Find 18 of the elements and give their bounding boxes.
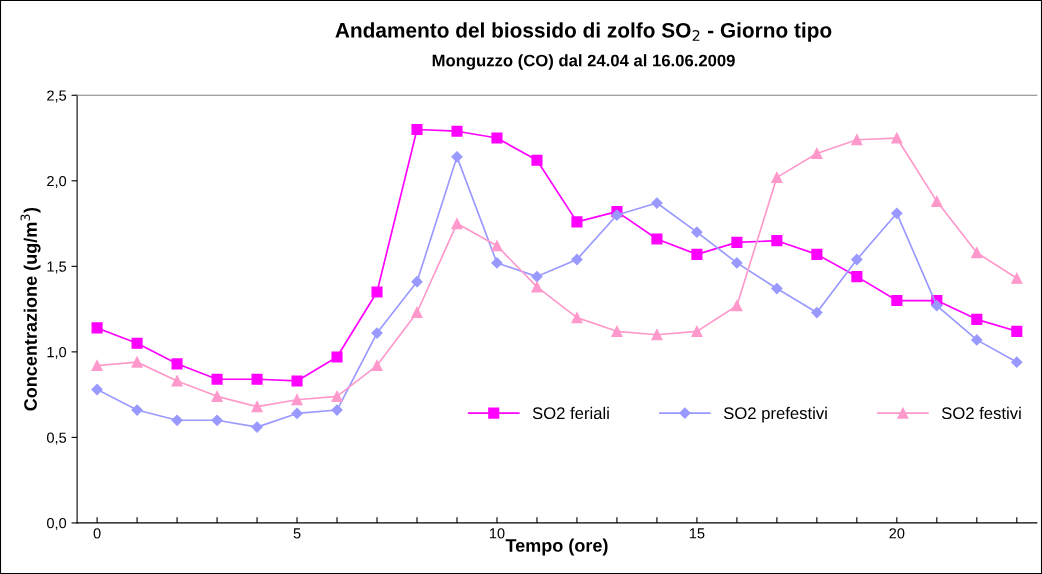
chart-title: Andamento del biossido di zolfo SO$_{2}$ - Giorno tipo bbox=[335, 22, 832, 42]
legend-label: SO2 feriali bbox=[532, 406, 609, 420]
y-tick-label: 2,5 bbox=[47, 90, 67, 103]
x-tick-label: 15 bbox=[689, 528, 705, 539]
x-axis-title: Tempo (ore) bbox=[505, 538, 608, 556]
x-tick-label: 0 bbox=[93, 528, 101, 539]
legend-label: SO2 festivi bbox=[941, 406, 1021, 420]
chart-subtitle: Monguzzo (CO) dal 24.04 al 16.06.2009 bbox=[432, 54, 735, 70]
x-tick-label: 20 bbox=[889, 528, 905, 539]
y-tick-label: 1,5 bbox=[47, 261, 67, 274]
y-axis-title: Concentrazione (ug/m$^{3}$) bbox=[20, 207, 41, 411]
y-tick-label: 0,0 bbox=[46, 518, 67, 531]
x-tick-label: 5 bbox=[293, 528, 301, 539]
y-tick-label: 2,0 bbox=[47, 175, 67, 188]
x-tick-label: 10 bbox=[489, 528, 505, 539]
legend-label: SO2 prefestivi bbox=[723, 406, 827, 423]
y-tick-label: 1,0 bbox=[47, 346, 67, 360]
y-tick-label: 0,5 bbox=[46, 432, 67, 445]
